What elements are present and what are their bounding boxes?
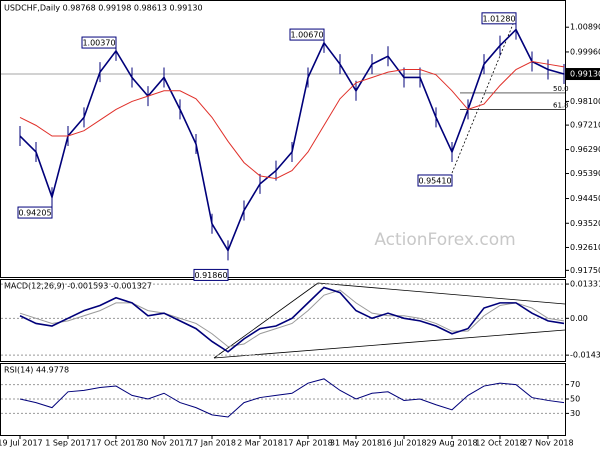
y-tick-label: 30 (570, 409, 580, 418)
series-line (19, 378, 565, 418)
x-tick-label: 30 Nov 2017 (138, 439, 189, 448)
y-tick-label: 0.92610 (570, 243, 600, 252)
annotation-box (289, 28, 325, 41)
annotation-label: 0.91860 (194, 271, 227, 280)
annotation-box (193, 268, 229, 281)
y-tick-label: 0.99130 (570, 70, 600, 79)
annotation-label: 0.95410 (418, 176, 451, 185)
price-panel (0, 0, 566, 278)
x-tick-label: 2 Mar 2018 (237, 439, 283, 448)
macd-trendline (213, 329, 566, 359)
y-tick-label: 0.95390 (570, 169, 600, 178)
x-tick-label: 16 Jul 2018 (381, 439, 426, 448)
y-tick-label: 1.00890 (570, 23, 600, 32)
x-tick-label: 17 Oct 2017 (91, 439, 140, 448)
annotation-label: 1.00370 (82, 39, 115, 48)
y-tick-label: -0.014323 (570, 351, 600, 360)
y-tick-label: 0.97210 (570, 121, 600, 130)
x-tick-label: 27 Nov 2018 (522, 439, 573, 448)
annotation-label: 1.01280 (482, 14, 515, 23)
y-tick-label: 70 (570, 380, 580, 389)
x-tick-label: 19 Jul 2017 (0, 439, 43, 448)
annotation-label: 1.00670 (290, 31, 323, 40)
annotation-box (417, 174, 453, 187)
macd-title: MACD(12,26,9) -0.001593 -0.001327 (4, 282, 152, 291)
watermark: ActionForex.com (374, 230, 515, 250)
series-line (19, 286, 565, 353)
current-price-box (566, 68, 600, 81)
chart-title: USDCHF,Daily 0.98768 0.99198 0.98613 0.9… (4, 4, 203, 13)
annotation-box (481, 12, 517, 25)
series-line (19, 289, 565, 348)
macd-trendline (213, 282, 319, 359)
x-tick-label: 29 Aug 2018 (426, 439, 477, 448)
x-tick-label: 17 Apr 2018 (283, 439, 332, 448)
rsi-title: RSI(14) 44.9778 (4, 366, 69, 375)
macd-trendline (317, 282, 566, 305)
series-line (19, 61, 565, 180)
fib-trendline (451, 16, 517, 174)
y-tick-label: 0.93520 (570, 219, 600, 228)
y-tick-label: 0.013319 (570, 280, 600, 289)
fib-label: 61.8 (553, 101, 569, 109)
x-tick-label: 12 Oct 2018 (475, 439, 524, 448)
y-tick-label: 0.91750 (570, 266, 600, 275)
x-tick-label: 31 May 2018 (330, 439, 382, 448)
annotation-label: 0.94205 (18, 209, 51, 218)
y-tick-label: 0.00 (570, 314, 588, 323)
y-tick-label: 0.99960 (570, 47, 600, 56)
annotation-box (17, 206, 53, 219)
y-tick-label: 0.94450 (570, 194, 600, 203)
y-tick-label: 50 (570, 395, 580, 404)
y-tick-label: 0.98100 (570, 97, 600, 106)
y-tick-label: 0.96290 (570, 145, 600, 154)
annotation-box (81, 36, 117, 49)
fib-label: 50.0 (553, 85, 569, 93)
x-tick-label: 17 Jan 2018 (188, 439, 236, 448)
series-line (19, 28, 565, 253)
macd-panel (0, 279, 566, 362)
x-tick-label: 1 Sep 2017 (45, 439, 91, 448)
